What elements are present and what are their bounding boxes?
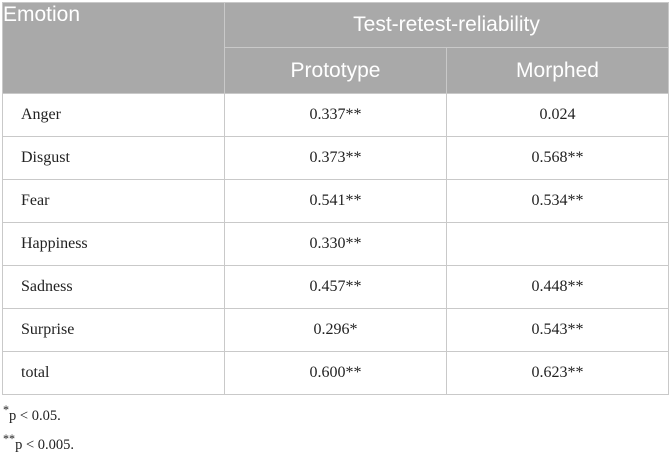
- row-label: total: [2, 351, 225, 395]
- row-label: Happiness: [2, 222, 225, 266]
- prototype-value: 0.337**: [224, 93, 447, 137]
- prototype-value: 0.541**: [224, 179, 447, 223]
- table-body: Anger 0.337** 0.024 Disgust 0.373** 0.56…: [2, 93, 669, 395]
- footnote-text: p < 0.05.: [9, 407, 61, 424]
- morphed-value: 0.623**: [446, 351, 669, 395]
- table-row: Surprise 0.296* 0.543**: [2, 308, 669, 352]
- footnote: *p < 0.05.: [3, 399, 74, 428]
- table-row: total 0.600** 0.623**: [2, 351, 669, 395]
- morphed-column-header: Morphed: [446, 47, 669, 94]
- prototype-value: 0.296*: [224, 308, 447, 352]
- table-row: Disgust 0.373** 0.568**: [2, 136, 669, 180]
- prototype-value: 0.373**: [224, 136, 447, 180]
- morphed-value: 0.568**: [446, 136, 669, 180]
- morphed-value: [446, 222, 669, 266]
- morphed-value: 0.448**: [446, 265, 669, 309]
- footnote-text: p < 0.005.: [15, 436, 75, 453]
- table-header: Emotion Test-retest-reliability Prototyp…: [2, 2, 669, 94]
- row-label: Sadness: [2, 265, 225, 309]
- prototype-column-header: Prototype: [224, 47, 447, 94]
- morphed-value: 0.543**: [446, 308, 669, 352]
- row-label: Disgust: [2, 136, 225, 180]
- morphed-value: 0.024: [446, 93, 669, 137]
- test-retest-group-header: Test-retest-reliability: [224, 2, 669, 48]
- row-label: Surprise: [2, 308, 225, 352]
- emotion-column-header: Emotion: [2, 2, 225, 94]
- table-row: Fear 0.541** 0.534**: [2, 179, 669, 223]
- footnote-mark: **: [3, 431, 16, 446]
- prototype-value: 0.457**: [224, 265, 447, 309]
- footnote: **p < 0.005.: [3, 428, 74, 457]
- prototype-value: 0.330**: [224, 222, 447, 266]
- table-row: Anger 0.337** 0.024: [2, 93, 669, 137]
- row-label: Anger: [2, 93, 225, 137]
- footnote-mark: *: [3, 403, 10, 417]
- reliability-table: Emotion Test-retest-reliability Prototyp…: [2, 2, 669, 395]
- morphed-value: 0.534**: [446, 179, 669, 223]
- table-row: Happiness 0.330**: [2, 222, 669, 266]
- table-row: Sadness 0.457** 0.448**: [2, 265, 669, 309]
- table-footnotes: *p < 0.05. **p < 0.005.: [3, 399, 74, 457]
- row-label: Fear: [2, 179, 225, 223]
- prototype-value: 0.600**: [224, 351, 447, 395]
